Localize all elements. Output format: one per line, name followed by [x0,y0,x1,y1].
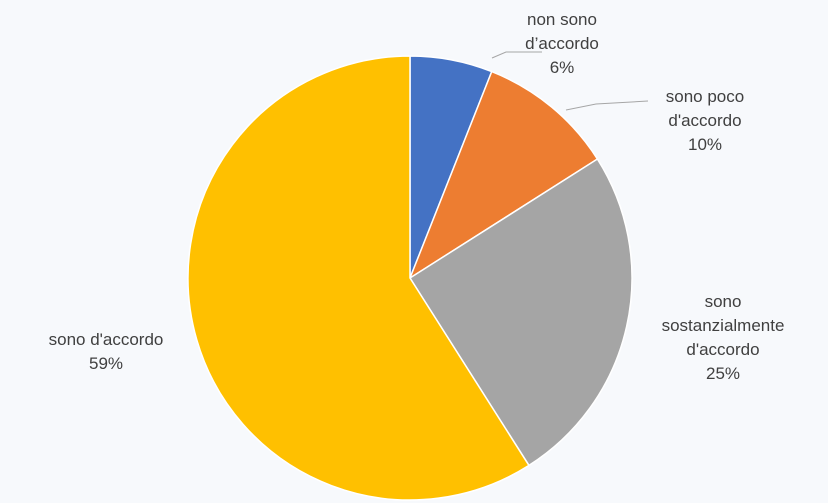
leader-line-1 [565,100,649,111]
data-label-line: sono d'accordo [49,330,164,349]
data-label-1: sono poco d'accordo 10% [666,87,744,154]
data-label-line: sono poco [666,87,744,106]
data-label-line: d'accordo [686,340,759,359]
data-label-percent: 6% [550,58,575,77]
data-label-line: d'accordo [668,111,741,130]
data-label-3: sono d'accordo 59% [49,330,164,373]
data-label-percent: 10% [688,135,722,154]
data-label-percent: 25% [706,364,740,383]
data-label-line: non sono [527,10,597,29]
leader-line-0 [491,51,542,59]
pie-slice-3 [187,55,530,501]
data-label-line: d’accordo [525,34,599,53]
data-label-line: sostanzialmente [662,316,785,335]
data-label-0: non sono d’accordo 6% [525,10,599,77]
pie-slice-1 [408,70,599,280]
data-label-2: sono sostanzialmente d'accordo 25% [662,292,785,383]
pie-slice-2 [408,158,633,467]
data-label-line: sono [705,292,742,311]
data-label-percent: 59% [89,354,123,373]
